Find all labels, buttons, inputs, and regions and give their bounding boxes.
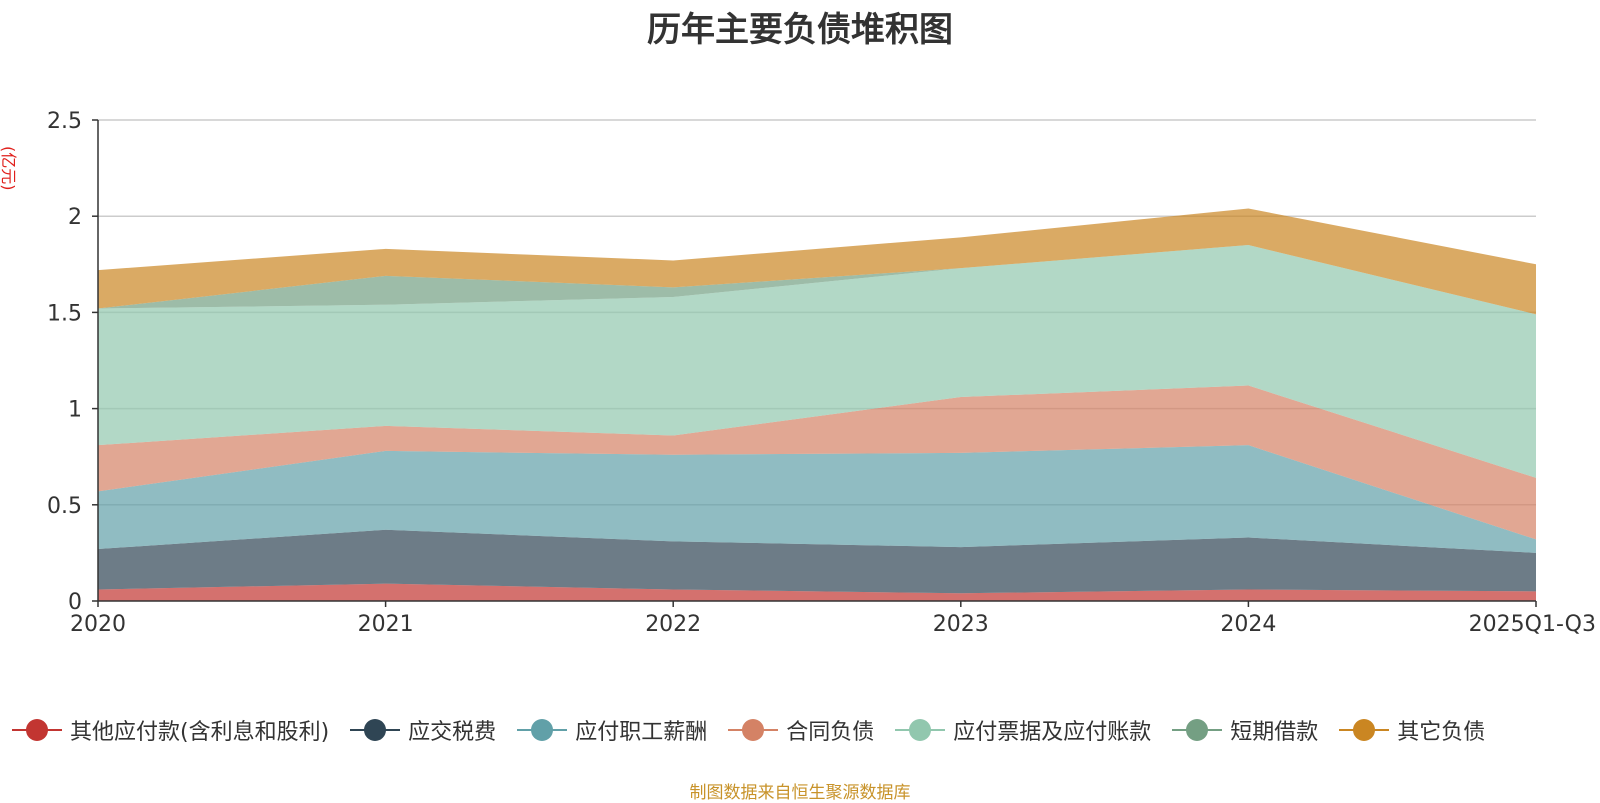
x-tick-label: 2020 xyxy=(70,612,126,637)
legend-label: 应付职工薪酬 xyxy=(575,720,708,745)
legend-marker-icon xyxy=(12,718,62,742)
x-tick-label: 2024 xyxy=(1220,612,1276,637)
chart-title: 历年主要负债堆积图 xyxy=(647,10,953,50)
stacked-areas xyxy=(98,208,1536,601)
legend-item[interactable]: 其它负债 xyxy=(1339,714,1485,746)
axes: 0 0.5 1 1.5 2 2.5 2020 2021 2022 2023 2024 2025Q1-Q… xyxy=(47,109,1596,637)
x-tick-label: 2022 xyxy=(645,612,701,637)
legend-item[interactable]: 应交税费 xyxy=(350,714,496,746)
x-tick-label: 2025Q1-Q3 xyxy=(1469,612,1596,637)
legend-item[interactable]: 应付职工薪酬 xyxy=(517,714,707,746)
legend-marker-icon xyxy=(895,718,946,742)
data-source-note: 制图数据来自恒生聚源数据库 xyxy=(689,783,911,803)
legend-item[interactable]: 合同负债 xyxy=(728,714,874,746)
legend-marker-icon xyxy=(1339,718,1390,742)
legend-marker-icon xyxy=(350,718,401,742)
legend-label: 其它负债 xyxy=(1397,720,1486,745)
legend-label: 应交税费 xyxy=(408,720,497,745)
y-axis-unit-label: (亿元) xyxy=(0,146,18,191)
y-tick-label: 2.5 xyxy=(47,109,82,134)
y-tick-label: 0.5 xyxy=(47,494,82,519)
area-series-4 xyxy=(98,385,1536,540)
area-series-3 xyxy=(98,445,1536,553)
area-series-2 xyxy=(98,529,1536,594)
legend-label: 短期借款 xyxy=(1230,720,1319,745)
legend-marker-icon xyxy=(728,718,779,742)
y-tick-label: 1 xyxy=(68,398,82,423)
legend-marker-icon xyxy=(517,718,568,742)
area-series-7 xyxy=(98,208,1536,315)
legend-label: 合同负债 xyxy=(786,720,875,745)
legend-item[interactable]: 短期借款 xyxy=(1172,714,1318,746)
legend-label: 应付票据及应付账款 xyxy=(953,720,1152,745)
legend-label: 其他应付款(含利息和股利) xyxy=(70,720,330,745)
legend-item[interactable]: 应付票据及应付账款 xyxy=(895,714,1151,746)
area-series-5 xyxy=(98,245,1536,478)
y-tick-label: 2 xyxy=(68,205,82,230)
legend-marker-icon xyxy=(1172,718,1223,742)
x-tick-label: 2021 xyxy=(358,612,414,637)
area-series-1 xyxy=(98,583,1536,601)
legend: 其他应付款(含利息和股利) 应交税费 应付职工薪酬 合同负债 应付票据及应付账款 短期借款… xyxy=(12,714,1506,746)
x-tick-label: 2023 xyxy=(933,612,989,637)
area-series-6 xyxy=(98,245,1536,315)
y-tick-label: 1.5 xyxy=(47,301,82,326)
legend-item[interactable]: 其他应付款(含利息和股利) xyxy=(12,714,329,746)
y-tick-label: 0 xyxy=(68,590,82,615)
